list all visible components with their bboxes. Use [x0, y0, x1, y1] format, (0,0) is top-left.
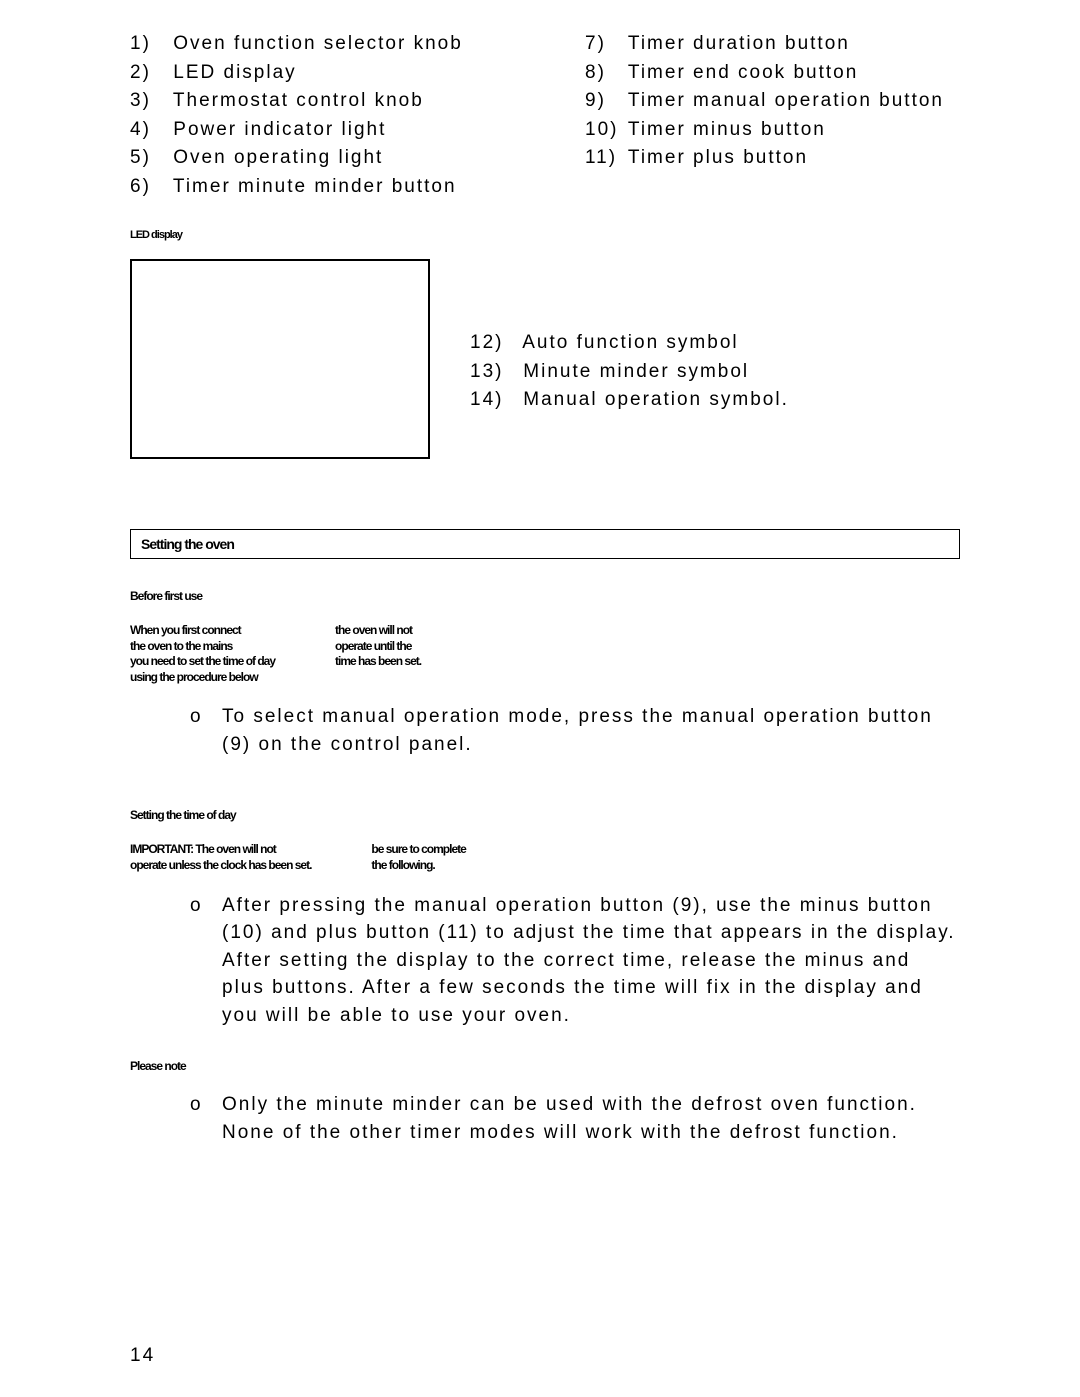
subheading-setting-time: Setting the time of day: [130, 808, 960, 822]
legend-col-left: 1) Oven function selector knob2) LED dis…: [130, 30, 505, 201]
legend-item: 3) Thermostat control knob: [130, 87, 505, 116]
legend-item: 5) Oven operating light: [130, 144, 505, 173]
legend-item-number: 12): [470, 329, 516, 358]
legend-item-text: Timer plus button: [621, 147, 808, 168]
note-block-1-right: the oven will not operate until the time…: [335, 623, 421, 685]
paragraph-text: To select manual operation mode, press t…: [222, 703, 960, 758]
note-block-2-left: IMPORTANT: The oven will not operate unl…: [130, 842, 311, 873]
legend-item-text: Power indicator light: [166, 119, 386, 140]
legend-item-text: Minute minder symbol: [516, 361, 749, 382]
note-block-1-left: When you first connect the oven to the m…: [130, 623, 275, 685]
document-page: 1) Oven function selector knob2) LED dis…: [0, 0, 1080, 1397]
paragraph-manual-mode: o To select manual operation mode, press…: [130, 703, 960, 758]
display-placeholder-box: [130, 259, 430, 459]
section-heading: Setting the oven: [130, 529, 960, 559]
note-block-2-right: be sure to complete the following.: [371, 842, 465, 873]
legend-item-number: 2): [130, 59, 166, 88]
paragraph-text: Only the minute minder can be used with …: [222, 1091, 960, 1146]
controls-legend: 1) Oven function selector knob2) LED dis…: [130, 30, 960, 201]
legend-item: 2) LED display: [130, 59, 505, 88]
bullet-icon: o: [190, 892, 222, 1030]
legend-item-number: 14): [470, 386, 516, 415]
legend-item-number: 4): [130, 116, 166, 145]
subheading-please-note: Please note: [130, 1059, 960, 1073]
paragraph-set-time: o After pressing the manual operation bu…: [130, 892, 960, 1030]
legend-item-number: 8): [585, 59, 621, 88]
legend-item-number: 11): [585, 144, 621, 173]
legend-col-right: 7) Timer duration button8) Timer end coo…: [585, 30, 960, 201]
note-block-2: IMPORTANT: The oven will not operate unl…: [130, 842, 960, 873]
legend-item-text: Oven operating light: [166, 147, 383, 168]
legend-item: 11) Timer plus button: [585, 144, 960, 173]
legend-item: 7) Timer duration button: [585, 30, 960, 59]
page-number: 14: [130, 1345, 155, 1367]
legend-item-number: 6): [130, 173, 166, 202]
legend-item: 9) Timer manual operation button: [585, 87, 960, 116]
legend-item: 6) Timer minute minder button: [130, 173, 505, 202]
display-symbol-legend: 12) Auto function symbol13) Minute minde…: [470, 259, 789, 459]
note-block-1: When you first connect the oven to the m…: [130, 623, 960, 685]
legend-item-text: Auto function symbol: [516, 332, 739, 353]
legend-item-text: LED display: [166, 62, 297, 83]
legend-item: 14) Manual operation symbol.: [470, 386, 789, 415]
legend-item-number: 1): [130, 30, 166, 59]
legend-item-text: Thermostat control knob: [166, 90, 424, 111]
legend-item-number: 9): [585, 87, 621, 116]
legend-item: 4) Power indicator light: [130, 116, 505, 145]
legend-item-text: Timer manual operation button: [621, 90, 944, 111]
bullet-icon: o: [190, 1091, 222, 1146]
legend-item-number: 13): [470, 358, 516, 387]
legend-item-text: Manual operation symbol.: [516, 389, 789, 410]
legend-item-number: 5): [130, 144, 166, 173]
legend-item: 12) Auto function symbol: [470, 329, 789, 358]
display-row: 12) Auto function symbol13) Minute minde…: [130, 259, 960, 459]
legend-item-text: Timer duration button: [621, 33, 850, 54]
led-display-caption: LED display: [130, 229, 960, 241]
legend-item: 8) Timer end cook button: [585, 59, 960, 88]
legend-item-text: Oven function selector knob: [166, 33, 463, 54]
legend-item-text: Timer end cook button: [621, 62, 858, 83]
subheading-before-first-use: Before first use: [130, 589, 960, 603]
paragraph-text: After pressing the manual operation butt…: [222, 892, 960, 1030]
legend-item-number: 10): [585, 116, 621, 145]
legend-item-text: Timer minus button: [621, 119, 826, 140]
legend-item-number: 7): [585, 30, 621, 59]
legend-item-number: 3): [130, 87, 166, 116]
paragraph-defrost-note: o Only the minute minder can be used wit…: [130, 1091, 960, 1146]
legend-item: 1) Oven function selector knob: [130, 30, 505, 59]
legend-item-text: Timer minute minder button: [166, 176, 457, 197]
legend-item: 10) Timer minus button: [585, 116, 960, 145]
bullet-icon: o: [190, 703, 222, 758]
legend-item: 13) Minute minder symbol: [470, 358, 789, 387]
